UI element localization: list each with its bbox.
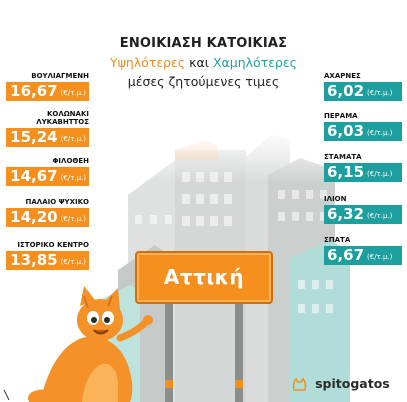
price-row: ΦΙΛΟΘΕΗ 14,67 (€/τ.μ.) (0, 157, 89, 186)
price-row: ΑΧΑΡΝΕΣ 6,02 (€/τ.μ.) (324, 72, 407, 101)
subtitle-low: Χαμηλότερες (212, 55, 298, 70)
price-value: 14,20 (10, 208, 58, 226)
price-value: 14,67 (10, 167, 58, 185)
cat-mascot (28, 286, 153, 402)
corner-mark (3, 389, 10, 401)
price-value-box: 15,24 (€/τ.μ.) (6, 128, 89, 147)
subtitle-high: Υψηλότερες (109, 55, 186, 70)
brand-name: spitogatos (315, 376, 390, 391)
area-name: ΒΟΥΛΙΑΓΜΕΝΗ (31, 72, 89, 80)
area-sign: Αττική (135, 251, 273, 304)
price-value-box: 14,67 (€/τ.μ.) (6, 167, 89, 186)
price-value: 6,67 (327, 246, 365, 264)
area-name: ΦΙΛΟΘΕΗ (52, 157, 89, 165)
cat-head-icon (292, 377, 307, 391)
price-value: 6,03 (327, 122, 365, 140)
price-unit: (€/τ.μ.) (367, 89, 393, 97)
price-value-box: 13,85 (€/τ.μ.) (6, 251, 89, 270)
price-row: ΚΟΛΩΝΑΚΙ ΛΥΚΑΒΗΤΤΟΣ 15,24 (€/τ.μ.) (0, 110, 89, 147)
price-row: ΠΕΡΑΜΑ 6,03 (€/τ.μ.) (324, 112, 407, 141)
price-unit: (€/τ.μ.) (60, 89, 86, 97)
area-name: ΚΟΛΩΝΑΚΙ ΛΥΚΑΒΗΤΤΟΣ (36, 110, 89, 126)
price-row: ΙΣΤΟΡΙΚΟ ΚΕΝΤΡΟ 13,85 (€/τ.μ.) (0, 241, 89, 270)
price-value-box: 6,03 (€/τ.μ.) (324, 122, 403, 141)
price-unit: (€/τ.μ.) (367, 253, 393, 261)
price-unit: (€/τ.μ.) (60, 135, 86, 143)
price-row: ΣΤΑΜΑΤΑ 6,15 (€/τ.μ.) (324, 153, 407, 182)
price-unit: (€/τ.μ.) (367, 170, 393, 178)
sign-posts (165, 302, 243, 402)
price-value: 15,24 (10, 128, 58, 146)
area-name: ΣΠΑΤΑ (324, 236, 351, 244)
price-value: 6,15 (327, 163, 365, 181)
price-row: ΠΑΛΑΙΟ ΨΥΧΙΚΟ 14,20 (€/τ.μ.) (0, 198, 89, 227)
area-name: ΣΤΑΜΑΤΑ (324, 153, 362, 161)
price-value: 16,67 (10, 82, 58, 100)
price-unit: (€/τ.μ.) (60, 174, 86, 182)
price-unit: (€/τ.μ.) (367, 129, 393, 137)
area-sign-label: Αττική (163, 265, 245, 289)
price-unit: (€/τ.μ.) (367, 212, 393, 220)
spitogatos-logo: spitogatos (292, 376, 390, 394)
price-row: ΒΟΥΛΙΑΓΜΕΝΗ 16,67 (€/τ.μ.) (0, 72, 89, 101)
area-name: ΙΣΤΟΡΙΚΟ ΚΕΝΤΡΟ (17, 241, 89, 249)
price-value-box: 6,15 (€/τ.μ.) (324, 163, 403, 182)
price-value-box: 16,67 (€/τ.μ.) (6, 82, 89, 101)
subtitle: Υψηλότερες και Χαμηλότερες (0, 55, 407, 70)
price-row: ΣΠΑΤΑ 6,67 (€/τ.μ.) (324, 236, 407, 265)
price-value: 13,85 (10, 251, 58, 269)
area-name: ΠΕΡΑΜΑ (324, 112, 358, 120)
price-unit: (€/τ.μ.) (60, 215, 86, 223)
price-value: 6,32 (327, 205, 365, 223)
price-value-box: 14,20 (€/τ.μ.) (6, 208, 89, 227)
area-name: ΑΧΑΡΝΕΣ (324, 72, 361, 80)
price-row: ΙΛΙΟΝ 6,32 (€/τ.μ.) (324, 195, 407, 224)
price-value-box: 6,67 (€/τ.μ.) (324, 246, 403, 265)
area-name: ΠΑΛΑΙΟ ΨΥΧΙΚΟ (25, 198, 90, 206)
subtitle-line2: μέσες ζητούμενες τιμες (127, 74, 280, 89)
price-value-box: 6,32 (€/τ.μ.) (324, 205, 403, 224)
price-value: 6,02 (327, 82, 365, 100)
subtitle-and: και (189, 55, 209, 70)
page-title: ΕΝΟΙΚΙΑΣΗ ΚΑΤΟΙΚΙΑΣ (119, 36, 288, 51)
price-value-box: 6,02 (€/τ.μ.) (324, 82, 403, 101)
area-name: ΙΛΙΟΝ (324, 195, 347, 203)
price-unit: (€/τ.μ.) (60, 258, 86, 266)
